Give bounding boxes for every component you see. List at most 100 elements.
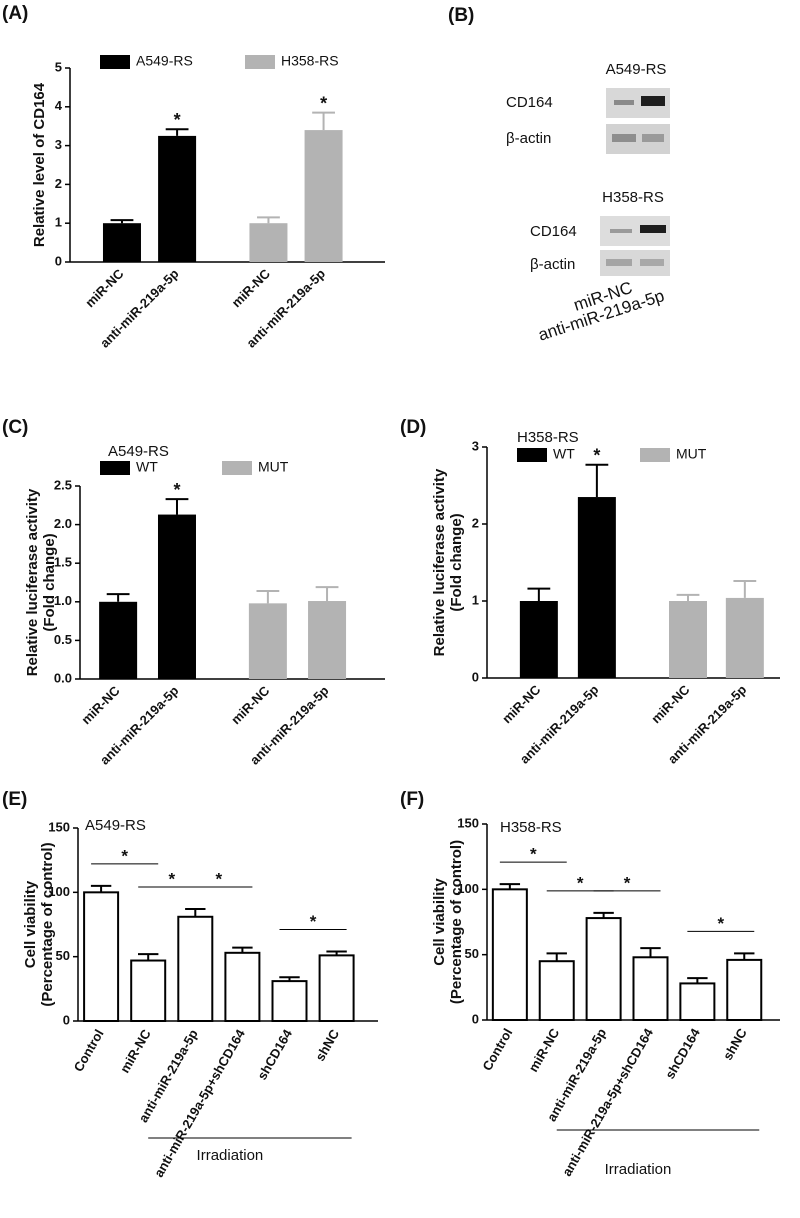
y-tick-label: 0 (472, 1011, 479, 1026)
bracket-label: * (530, 845, 537, 864)
y-tick-label: 3 (55, 137, 62, 152)
blot-row-label: β-actin (506, 130, 551, 147)
significance: * (593, 445, 600, 465)
error-bar (106, 593, 130, 602)
y-tick-label: 4 (55, 98, 63, 113)
panel-label: (B) (448, 5, 474, 26)
legend-swatch (100, 55, 130, 69)
bracket-label: * (310, 912, 317, 931)
y-tick-label: 5 (55, 59, 62, 74)
y-tick-label: 2 (472, 515, 479, 530)
error-bar (585, 463, 609, 498)
blot-title: A549-RS (606, 61, 667, 78)
y-axis-label: Relative luciferase activity (431, 468, 448, 656)
panel-label: (C) (2, 417, 28, 438)
bar (224, 951, 261, 1022)
bar (726, 958, 763, 1021)
blot-band (641, 96, 665, 106)
blot-band (610, 229, 632, 233)
bracket-label: * (718, 914, 725, 933)
legend-swatch (245, 55, 275, 69)
subtitle: A549-RS (108, 443, 169, 460)
legend-label: WT (136, 459, 158, 475)
panel-label: (E) (2, 789, 27, 810)
bar (248, 603, 287, 679)
error-bar (185, 908, 206, 917)
bar (177, 915, 214, 1023)
y-tick-label: 0 (55, 253, 62, 268)
y-tick-label: 100 (457, 881, 479, 896)
bar (679, 982, 716, 1021)
panel-label: (A) (2, 3, 28, 24)
y-tick-label: 150 (48, 819, 70, 834)
y-tick-label: 0.5 (54, 632, 72, 647)
error-bar (312, 111, 335, 131)
y-axis-label: (Fold change) (41, 533, 58, 631)
x-tick-label: miR-NC (78, 683, 123, 728)
x-tick-label: shNC (312, 1026, 342, 1063)
error-bar (687, 977, 708, 984)
y-tick-label: 1.5 (54, 555, 72, 570)
y-axis-label: Relative level of CD164 (31, 82, 48, 247)
bar (99, 601, 138, 679)
y-tick-label: 50 (465, 946, 479, 961)
x-tick-label: miR-NC (648, 682, 693, 727)
x-tick-label: shCD164 (662, 1025, 703, 1081)
error-bar (734, 952, 755, 960)
bracket-label: * (216, 870, 223, 889)
subtitle: A549-RS (85, 817, 146, 834)
legend-swatch (222, 461, 252, 475)
legend-label: MUT (258, 459, 289, 475)
bar (83, 891, 120, 1022)
bar (304, 130, 343, 262)
panel-label: (F) (400, 789, 424, 810)
significance: * (320, 93, 327, 113)
bar (668, 601, 707, 678)
x-tick-label: miR-NC (82, 266, 127, 311)
error-bar (232, 946, 253, 953)
blot-band (612, 134, 636, 142)
y-tick-label: 1 (55, 215, 62, 230)
y-axis-label: (Fold change) (448, 513, 465, 611)
error-bar (593, 911, 614, 919)
error-bar (640, 947, 661, 958)
bracket-label: * (624, 873, 631, 892)
blot-title: H358-RS (602, 189, 664, 206)
blot-row-label: β-actin (530, 256, 575, 273)
y-tick-label: 0.0 (54, 670, 72, 685)
error-bar (165, 498, 189, 515)
bracket-label: * (577, 873, 584, 892)
blot-band (614, 100, 634, 105)
bracket-label: * (168, 870, 175, 889)
y-tick-label: 3 (472, 438, 479, 453)
y-tick-label: 0 (472, 669, 479, 684)
y-tick-label: 2 (55, 176, 62, 191)
error-bar (499, 883, 521, 890)
y-tick-label: 50 (56, 948, 70, 963)
legend-label: A549-RS (136, 53, 193, 69)
x-tick-label: miR-NC (228, 683, 273, 728)
bar (318, 954, 355, 1023)
y-axis-label: (Percentage of control) (39, 842, 56, 1006)
legend-label: H358-RS (281, 53, 339, 69)
blot-band (640, 225, 666, 233)
error-bar (110, 219, 134, 224)
x-tick-label: Control (71, 1027, 107, 1075)
error-bar (527, 587, 551, 601)
x-tick-label: miR-NC (499, 682, 544, 727)
bar (577, 497, 616, 678)
x-tick-label: miR-NC (117, 1026, 154, 1075)
bar (538, 960, 575, 1022)
y-tick-label: 2.0 (54, 516, 72, 531)
legend-label: MUT (676, 446, 707, 462)
blot-row-label: CD164 (506, 94, 553, 111)
bar (157, 514, 196, 679)
error-bar (326, 950, 347, 956)
bar (158, 135, 197, 262)
significance: * (173, 480, 180, 500)
y-tick-label: 150 (457, 815, 479, 830)
error-bar (546, 952, 567, 962)
legend-label: WT (553, 446, 575, 462)
bar (585, 917, 622, 1022)
